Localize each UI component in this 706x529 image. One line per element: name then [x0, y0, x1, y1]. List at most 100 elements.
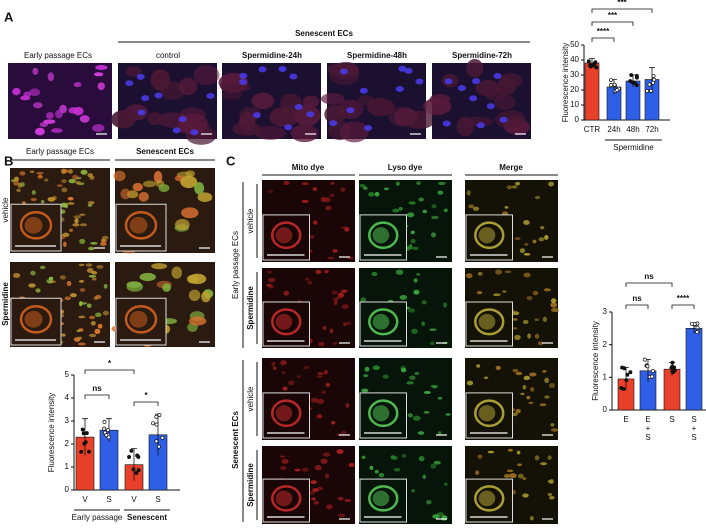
cell	[55, 109, 63, 119]
cell	[90, 242, 98, 245]
x-tick-label: 48h	[626, 125, 639, 134]
dot	[612, 82, 617, 87]
cell	[518, 473, 524, 479]
nucleus	[172, 127, 181, 134]
cell	[523, 272, 531, 278]
cell	[301, 467, 309, 472]
inset-cell	[24, 310, 43, 328]
cell	[147, 111, 163, 126]
row-label: Spermidine	[1, 282, 10, 326]
cell	[52, 195, 57, 201]
cell	[294, 468, 301, 472]
y-tick-label: 1	[65, 462, 70, 471]
cell	[61, 333, 66, 337]
dot	[136, 468, 141, 473]
cell	[418, 456, 425, 462]
cell	[503, 473, 511, 478]
y-tick-label: 1	[603, 372, 608, 381]
cell	[337, 513, 346, 518]
cell	[139, 272, 156, 282]
cell	[312, 488, 319, 493]
dot	[608, 78, 613, 82]
dot	[81, 431, 86, 436]
cell	[445, 413, 451, 416]
cell	[437, 396, 443, 400]
cell	[511, 311, 520, 316]
nucleus	[252, 112, 261, 119]
cell	[280, 466, 287, 471]
column-header: Mito dye	[292, 163, 325, 172]
cell	[516, 450, 521, 455]
cell	[162, 283, 171, 292]
cell	[406, 212, 415, 218]
cell	[549, 478, 555, 485]
nucleus	[258, 66, 267, 73]
cell	[61, 179, 67, 184]
image-label: control	[156, 51, 180, 60]
x-tick-label: S + S	[691, 415, 696, 442]
cell	[515, 181, 521, 186]
cell	[340, 187, 346, 192]
cell	[543, 288, 551, 292]
nucleus	[444, 78, 453, 85]
significance: *	[144, 391, 148, 400]
cell	[220, 82, 251, 93]
inset-cell	[368, 485, 399, 512]
cell	[548, 181, 555, 187]
cell	[544, 395, 550, 399]
cell	[514, 237, 521, 240]
cell	[520, 392, 525, 396]
cell	[511, 185, 518, 189]
cell	[538, 237, 545, 242]
cell	[88, 246, 95, 251]
cell	[339, 121, 369, 143]
nucleus	[472, 78, 481, 85]
cell	[174, 218, 190, 231]
image-label: Spermidine-48h	[347, 51, 407, 60]
cell	[283, 180, 290, 186]
cell	[395, 269, 404, 275]
nucleus	[329, 120, 338, 127]
y-tick-label: 2	[65, 439, 70, 448]
dot	[79, 449, 84, 454]
cell	[158, 184, 170, 193]
cell	[344, 498, 352, 503]
dot	[629, 73, 634, 77]
cell	[532, 239, 537, 244]
cell	[332, 249, 338, 253]
cell	[78, 315, 86, 319]
significance: ****	[677, 294, 690, 303]
cell	[317, 372, 324, 375]
cell	[185, 170, 196, 178]
dot	[622, 366, 627, 371]
cell	[171, 266, 183, 279]
inset-cell	[478, 405, 496, 422]
cell	[550, 298, 557, 304]
cell	[132, 182, 143, 192]
cell	[550, 423, 555, 427]
y-tick-label: 2	[603, 340, 608, 349]
cell	[530, 516, 534, 521]
cell	[327, 256, 335, 260]
cell	[534, 455, 540, 461]
significance: ns	[92, 384, 102, 393]
cell	[422, 474, 427, 480]
cell	[528, 401, 534, 405]
significance: ns	[644, 272, 654, 281]
cell	[310, 397, 319, 403]
cell	[408, 201, 416, 205]
group-label: Senescent ECs	[231, 411, 240, 469]
cell	[64, 296, 71, 301]
dot	[651, 73, 656, 78]
cell	[33, 102, 43, 109]
group-label: Early passage	[72, 513, 123, 522]
cell	[282, 386, 288, 391]
cell	[431, 215, 439, 220]
nucleus	[178, 116, 187, 123]
row-label: Spermidine	[246, 463, 255, 507]
inset-cell	[368, 399, 399, 428]
cell	[465, 273, 473, 279]
cell	[92, 277, 97, 281]
nucleus	[457, 85, 466, 92]
dot	[594, 65, 599, 70]
